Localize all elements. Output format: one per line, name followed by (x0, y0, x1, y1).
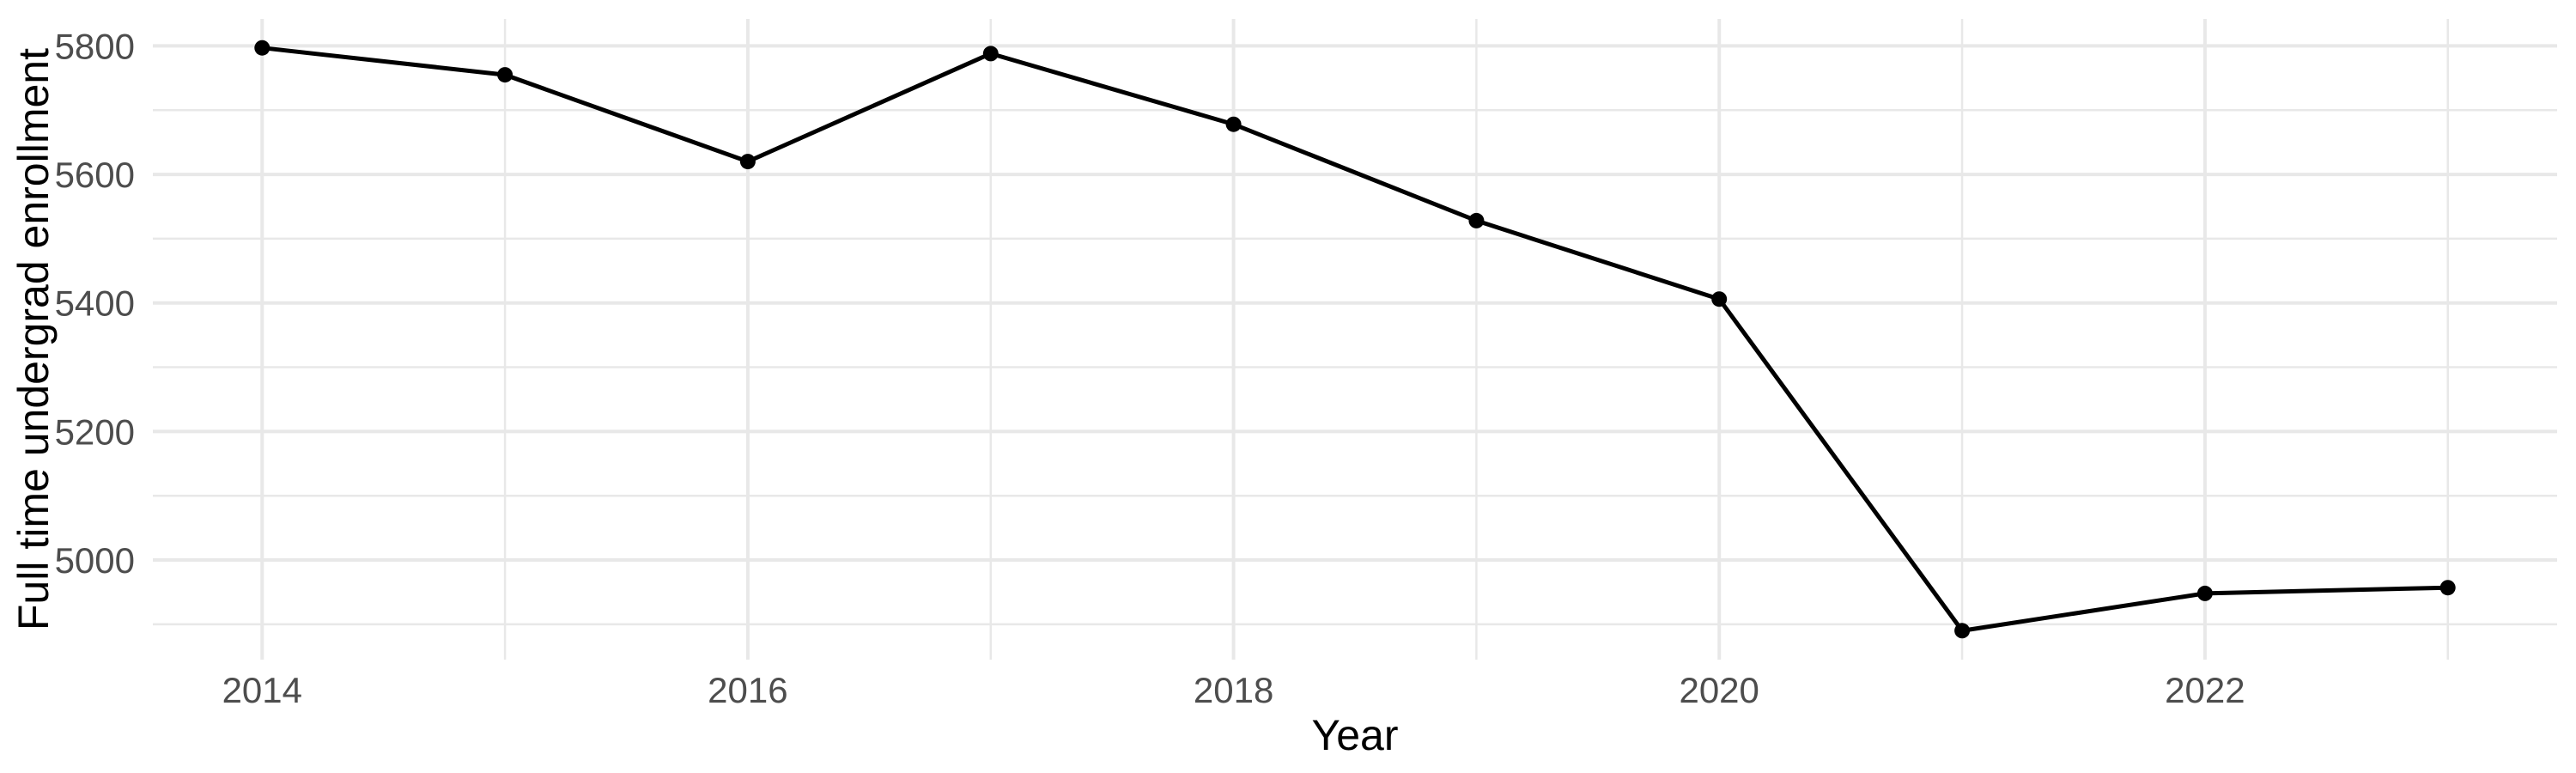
y-tick-label-5000: 5000 (55, 540, 135, 581)
y-tick-label-5800: 5800 (55, 26, 135, 66)
data-point-2020 (1711, 291, 1728, 307)
data-point-2015 (497, 67, 513, 83)
data-point-2022 (2196, 585, 2213, 601)
x-tick-label-2016: 2016 (708, 670, 787, 710)
y-tick-label-5200: 5200 (55, 411, 135, 452)
y-axis-title-wrap: Full time undergrad enrollment (9, 19, 58, 660)
data-point-2016 (739, 154, 756, 170)
data-point-2017 (982, 46, 999, 62)
x-axis-title: Year (1311, 711, 1399, 759)
data-point-2014 (254, 40, 270, 56)
enrollment-series-line (262, 46, 2448, 634)
data-point-2021 (1954, 623, 1971, 639)
x-tick-label-2018: 2018 (1194, 670, 1273, 710)
x-tick-label-2020: 2020 (1679, 670, 1759, 710)
y-axis-title: Full time undergrad enrollment (9, 47, 58, 631)
data-point-2019 (1468, 212, 1485, 228)
y-tick-label-5400: 5400 (55, 283, 135, 324)
x-tick-label-2022: 2022 (2165, 670, 2245, 710)
x-tick-label-2014: 2014 (222, 670, 302, 710)
data-point-2023 (2439, 580, 2456, 596)
data-point-2018 (1225, 116, 1242, 132)
y-tick-label-5600: 5600 (55, 155, 135, 195)
